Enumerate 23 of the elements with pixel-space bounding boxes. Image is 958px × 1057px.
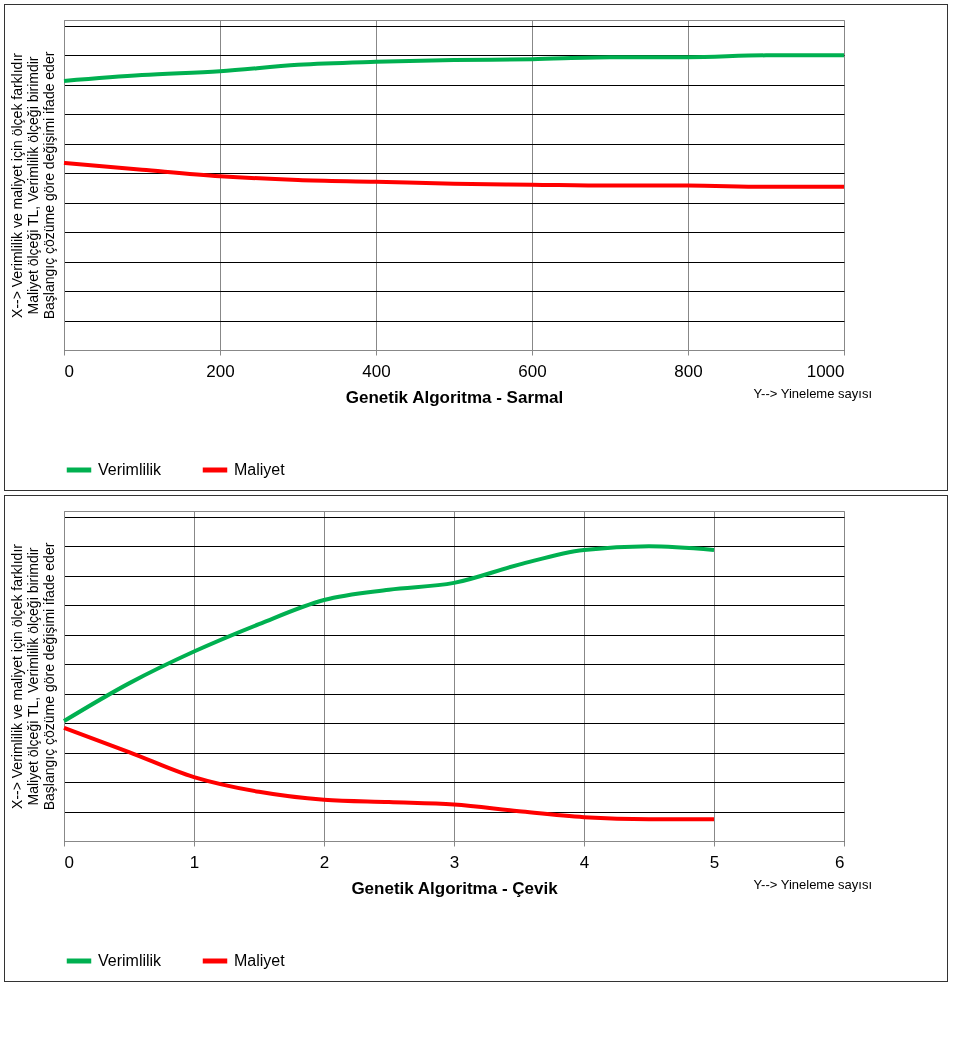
x-tick-label: 600	[518, 361, 547, 381]
y-axis-title: X--> Verimlilik ve maliyet için ölçek farklıdır Maliyet ölçeği TL, Verimlilik ölçeği birimdir Başlangıç çözüme göre değişimi ifade eder	[8, 542, 57, 811]
x-tick-label: 1	[189, 852, 200, 872]
x-tick-label: 6	[835, 852, 845, 872]
x-axis-title: Genetik Algoritma - Çevik	[351, 878, 559, 898]
x-axis-title: Genetik Algoritma - Sarmal	[345, 387, 564, 407]
x-tick-label: 400	[362, 361, 391, 381]
legend-label: Verimlilik	[98, 461, 163, 478]
x-tick-label: 800	[674, 361, 703, 381]
x-tick-label: 0	[64, 852, 74, 872]
text: Y--> Yineleme sayısı	[753, 877, 872, 892]
x-tick-label: 2	[319, 852, 330, 872]
x-tick-label: 5	[709, 852, 720, 872]
text: Y--> Yineleme sayısı	[753, 386, 872, 401]
x-tick-label: 0	[64, 361, 74, 381]
x-tick-label: 200	[206, 361, 235, 381]
x-tick-label: 3	[449, 852, 460, 872]
legend-label: Maliyet	[234, 952, 286, 969]
legend-label: Maliyet	[234, 461, 286, 478]
y-axis-title: X--> Verimlilik ve maliyet için ölçek farklıdır Maliyet ölçeği TL, Verimlilik ölçeği birimdir Başlangıç çözüme göre değişimi ifade eder	[8, 51, 57, 320]
legend-label: Verimlilik	[98, 952, 163, 969]
x-tick-label: 4	[579, 852, 590, 872]
x-tick-label: 1000	[806, 361, 845, 381]
